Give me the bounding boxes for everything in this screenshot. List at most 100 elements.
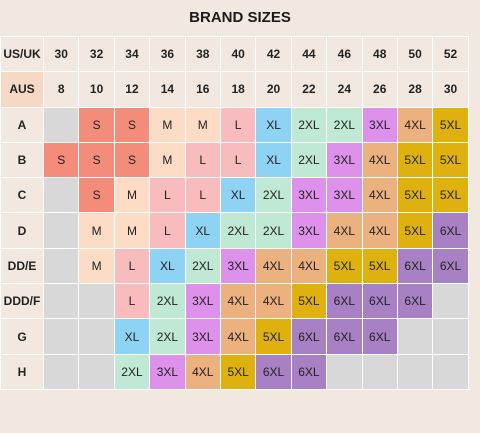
size-cell: 2XL	[184, 247, 221, 285]
aus-label: AUS	[0, 71, 44, 108]
empty-cell	[42, 247, 80, 285]
us-size-header: 50	[396, 35, 434, 73]
empty-cell	[78, 318, 115, 355]
cup-label: B	[0, 141, 44, 179]
us-size-header: 32	[78, 35, 115, 73]
size-cell: M	[78, 212, 115, 249]
size-cell: 5XL	[396, 141, 434, 179]
size-cell: 4XL	[361, 141, 398, 179]
size-cell: XL	[255, 106, 292, 143]
aus-size-header: 14	[149, 71, 186, 108]
aus-size-header: 26	[361, 71, 398, 108]
size-cell: M	[113, 177, 151, 214]
size-cell: L	[113, 247, 151, 285]
size-cell: M	[184, 106, 221, 143]
empty-cell	[42, 353, 80, 390]
size-cell: 5XL	[432, 177, 469, 214]
aus-size-header: 18	[219, 71, 257, 108]
size-cell: 5XL	[396, 177, 434, 214]
us-size-header: 34	[113, 35, 151, 73]
empty-cell	[42, 177, 80, 214]
size-cell: XL	[255, 141, 292, 179]
size-cell: 4XL	[219, 283, 257, 320]
size-cell: 4XL	[396, 106, 434, 143]
cup-row: G XL 2XL 3XL 4XL 5XL 6XL 6XL 6XL	[0, 318, 469, 355]
chart-title: BRAND SIZES	[189, 9, 291, 26]
size-cell: L	[219, 141, 257, 179]
size-cell: L	[184, 177, 221, 214]
us-size-header: 46	[326, 35, 363, 73]
size-cell: S	[113, 106, 151, 143]
size-cell: S	[78, 141, 115, 179]
empty-cell	[396, 318, 434, 355]
cup-label: D	[0, 212, 44, 249]
size-cell: 2XL	[113, 353, 151, 390]
size-cell: 4XL	[290, 247, 328, 285]
size-cell: 3XL	[219, 247, 257, 285]
size-cell: 5XL	[396, 212, 434, 249]
empty-cell	[42, 212, 80, 249]
us-size-header: 38	[184, 35, 221, 73]
size-cell: 3XL	[290, 177, 328, 214]
size-cell: L	[184, 141, 221, 179]
size-cell: M	[149, 106, 186, 143]
cup-label: DDD/F	[0, 283, 44, 320]
size-cell: 2XL	[255, 177, 292, 214]
us-size-header: 52	[432, 35, 469, 73]
aus-size-header: 30	[432, 71, 469, 108]
size-cell: 2XL	[219, 212, 257, 249]
us-size-row: US/UK 30 32 34 36 38 40 42 44 46 48 50 52	[0, 35, 469, 73]
empty-cell	[361, 353, 398, 390]
size-cell: 5XL	[361, 247, 398, 285]
size-cell: 6XL	[432, 247, 469, 285]
size-cell: 5XL	[432, 141, 469, 179]
size-cell: 6XL	[255, 353, 292, 390]
size-cell: 5XL	[290, 283, 328, 320]
size-cell: L	[149, 177, 186, 214]
size-cell: 4XL	[255, 283, 292, 320]
empty-cell	[432, 318, 469, 355]
footer-band	[0, 398, 480, 433]
size-cell: 2XL	[149, 283, 186, 320]
empty-cell	[42, 283, 80, 320]
us-size-header: 48	[361, 35, 398, 73]
size-cell: 6XL	[361, 318, 398, 355]
size-cell: S	[42, 141, 80, 179]
size-cell: 6XL	[290, 318, 328, 355]
size-cell: 6XL	[326, 283, 363, 320]
size-cell: 2XL	[290, 106, 328, 143]
cup-label: C	[0, 177, 44, 214]
size-cell: 3XL	[326, 177, 363, 214]
size-cell: S	[78, 177, 115, 214]
aus-size-header: 16	[184, 71, 221, 108]
size-cell: 3XL	[290, 212, 328, 249]
size-cell: 6XL	[326, 318, 363, 355]
size-cell: XL	[219, 177, 257, 214]
cup-label: G	[0, 318, 44, 355]
us-size-header: 44	[290, 35, 328, 73]
empty-cell	[432, 353, 469, 390]
size-cell: 6XL	[290, 353, 328, 390]
cup-row: C S M L L XL 2XL 3XL 3XL 4XL 5XL 5XL	[0, 177, 469, 214]
size-cell: 4XL	[361, 212, 398, 249]
size-cell: 4XL	[184, 353, 221, 390]
size-cell: 2XL	[255, 212, 292, 249]
size-cell: 2XL	[149, 318, 186, 355]
aus-size-header: 8	[42, 71, 80, 108]
size-cell: 3XL	[326, 141, 363, 179]
cup-label: A	[0, 106, 44, 143]
size-cell: 3XL	[149, 353, 186, 390]
size-cell: M	[149, 141, 186, 179]
cup-row: A S S M M L XL 2XL 2XL 3XL 4XL 5XL	[0, 106, 469, 143]
cup-row: DDD/F L 2XL 3XL 4XL 4XL 5XL 6XL 6XL 6XL	[0, 283, 469, 320]
size-cell: L	[113, 283, 151, 320]
size-cell: S	[78, 106, 115, 143]
cup-row: H 2XL 3XL 4XL 5XL 6XL 6XL	[0, 353, 469, 390]
aus-size-header: 24	[326, 71, 363, 108]
empty-cell	[432, 283, 469, 320]
size-cell: 6XL	[432, 212, 469, 249]
size-cell: M	[78, 247, 115, 285]
size-cell: XL	[149, 247, 186, 285]
size-cell: 3XL	[361, 106, 398, 143]
us-size-header: 36	[149, 35, 186, 73]
